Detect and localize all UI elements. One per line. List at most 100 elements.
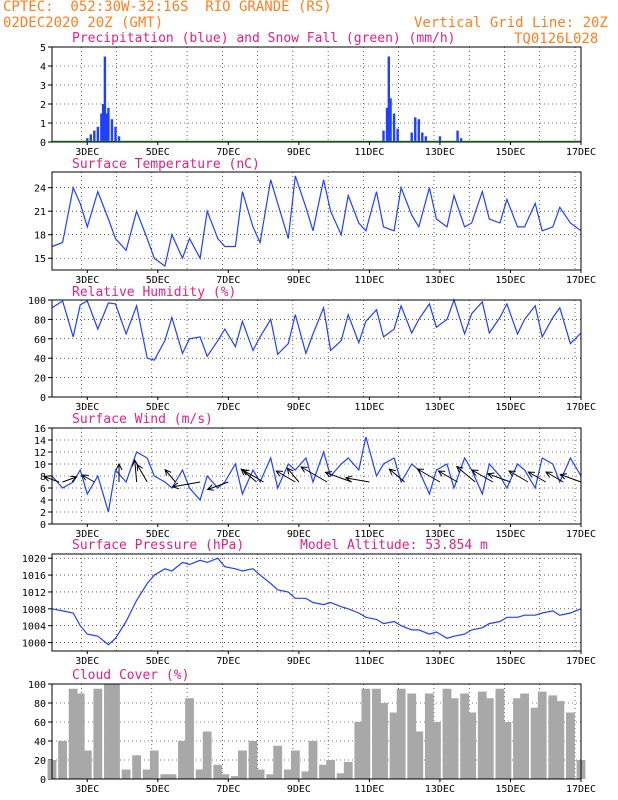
wind-ytick-label: 8 bbox=[40, 472, 46, 483]
cloud-xtick-label: 17DEC bbox=[566, 784, 596, 795]
cloud-bar bbox=[142, 769, 152, 779]
precip-ytick-label: 3 bbox=[40, 81, 46, 92]
wind-arrow bbox=[528, 472, 546, 483]
precip-ytick-label: 1 bbox=[40, 119, 46, 130]
cloud-bar bbox=[319, 764, 328, 779]
precip-bar bbox=[105, 113, 108, 142]
wind-frame bbox=[51, 427, 582, 525]
press-ytick-label: 1000 bbox=[22, 639, 46, 650]
cloud-bar bbox=[530, 707, 540, 779]
rh-xtick-label: 11DEC bbox=[354, 402, 384, 413]
header-model-code: TQ0126L028 bbox=[514, 31, 599, 47]
wind-arrow bbox=[62, 477, 77, 483]
cloud-xtick-label: 3DEC bbox=[75, 784, 99, 795]
precip-xtick-label: 11DEC bbox=[354, 147, 384, 158]
precip-ytick-label: 4 bbox=[40, 62, 46, 73]
cloud-bar bbox=[477, 691, 487, 779]
cloud-ytick-label: 80 bbox=[34, 699, 46, 710]
wind-arrow bbox=[509, 471, 529, 483]
press-series-line bbox=[51, 557, 582, 646]
cloud-bar bbox=[58, 741, 67, 779]
precip-bar bbox=[89, 134, 92, 142]
temp-xtick-label: 5DEC bbox=[146, 275, 170, 286]
cloud-bar bbox=[111, 684, 120, 779]
cloud-bar bbox=[167, 774, 177, 779]
precip-xtick-label: 5DEC bbox=[146, 147, 170, 158]
precip-title: Precipitation (blue) and Snow Fall (gree… bbox=[72, 31, 456, 46]
precip-xtick-label: 3DEC bbox=[75, 147, 99, 158]
press-ytick-label: 1016 bbox=[22, 571, 46, 582]
wind-arrow bbox=[82, 475, 95, 483]
wind-arrow bbox=[135, 460, 137, 483]
cloud-bar bbox=[336, 773, 346, 779]
wind-arrow bbox=[301, 467, 328, 483]
wind-ytick-label: 4 bbox=[40, 496, 46, 507]
wind-arrow bbox=[137, 465, 148, 483]
precip-bar bbox=[396, 128, 399, 142]
temp-ytick-label: 24 bbox=[34, 184, 46, 195]
precip-bar bbox=[114, 126, 117, 142]
wind-ytick-label: 2 bbox=[40, 508, 46, 519]
wind-xtick-label: 17DEC bbox=[566, 529, 596, 540]
cloud-bar bbox=[389, 712, 399, 779]
precip-xtick-label: 7DEC bbox=[216, 147, 240, 158]
precip-bar bbox=[110, 119, 114, 142]
wind-arrow bbox=[546, 472, 564, 483]
wind-ytick-label: 0 bbox=[40, 520, 46, 531]
cloud-bar bbox=[93, 688, 103, 779]
wind-arrow bbox=[389, 469, 405, 483]
temp-xtick-label: 13DEC bbox=[425, 275, 455, 286]
wind-arrow bbox=[165, 470, 176, 483]
wind-xtick-label: 7DEC bbox=[216, 529, 240, 540]
cloud-bar bbox=[520, 693, 529, 779]
wind-arrow bbox=[439, 471, 458, 483]
precip-bar bbox=[414, 117, 417, 142]
rh-ytick-label: 20 bbox=[34, 374, 46, 385]
precip-xtick-label: 17DEC bbox=[566, 147, 596, 158]
cloud-bar bbox=[220, 774, 230, 779]
cloud-bar bbox=[442, 688, 452, 779]
rh-xtick-label: 9DEC bbox=[287, 402, 311, 413]
cloud-bar bbox=[230, 776, 240, 779]
rh-xtick-label: 7DEC bbox=[216, 402, 240, 413]
cloud-bar bbox=[202, 731, 212, 779]
cloud-bar bbox=[266, 774, 276, 779]
cloud-bar bbox=[195, 769, 205, 779]
rh-xtick-label: 3DEC bbox=[75, 402, 99, 413]
rh-xtick-label: 5DEC bbox=[146, 402, 170, 413]
wind-arrow bbox=[173, 481, 201, 487]
temp-frame bbox=[51, 171, 582, 271]
wind-xtick-label: 5DEC bbox=[146, 529, 170, 540]
precip-bar bbox=[382, 130, 385, 142]
precip-bar bbox=[101, 104, 105, 142]
wind-arrow bbox=[560, 474, 582, 483]
wind-arrow bbox=[472, 470, 494, 483]
temp-ytick-label: 21 bbox=[34, 207, 46, 218]
cloud-bar bbox=[502, 722, 512, 779]
rh-ytick-label: 0 bbox=[40, 393, 46, 404]
cloud-bar bbox=[290, 750, 300, 779]
cloud-bar bbox=[354, 722, 364, 779]
cloud-xtick-label: 11DEC bbox=[354, 784, 384, 795]
cloud-bar bbox=[185, 698, 194, 779]
rh-title: Relative Humidity (%) bbox=[72, 285, 236, 300]
wind-xtick-label: 15DEC bbox=[495, 529, 525, 540]
press-ytick-label: 1004 bbox=[22, 622, 46, 633]
wind-arrow bbox=[417, 469, 441, 483]
cloud-bar bbox=[213, 764, 223, 779]
wind-arrow bbox=[243, 470, 264, 483]
cloud-bar bbox=[283, 769, 293, 779]
cloud-bar bbox=[537, 691, 547, 779]
rh-ytick-label: 80 bbox=[34, 315, 46, 326]
cloud-bar bbox=[68, 688, 78, 779]
precip-ytick-label: 5 bbox=[40, 43, 46, 54]
rh-series-line bbox=[51, 298, 582, 361]
precip-bar bbox=[459, 138, 463, 142]
precip-bar bbox=[456, 130, 459, 142]
press-xtick-label: 5DEC bbox=[146, 656, 170, 667]
precip-bar bbox=[103, 56, 107, 142]
cloud-bar bbox=[255, 769, 265, 779]
cloud-bar bbox=[548, 695, 558, 779]
temp-xtick-label: 11DEC bbox=[354, 275, 384, 286]
wind-xtick-label: 9DEC bbox=[287, 529, 311, 540]
